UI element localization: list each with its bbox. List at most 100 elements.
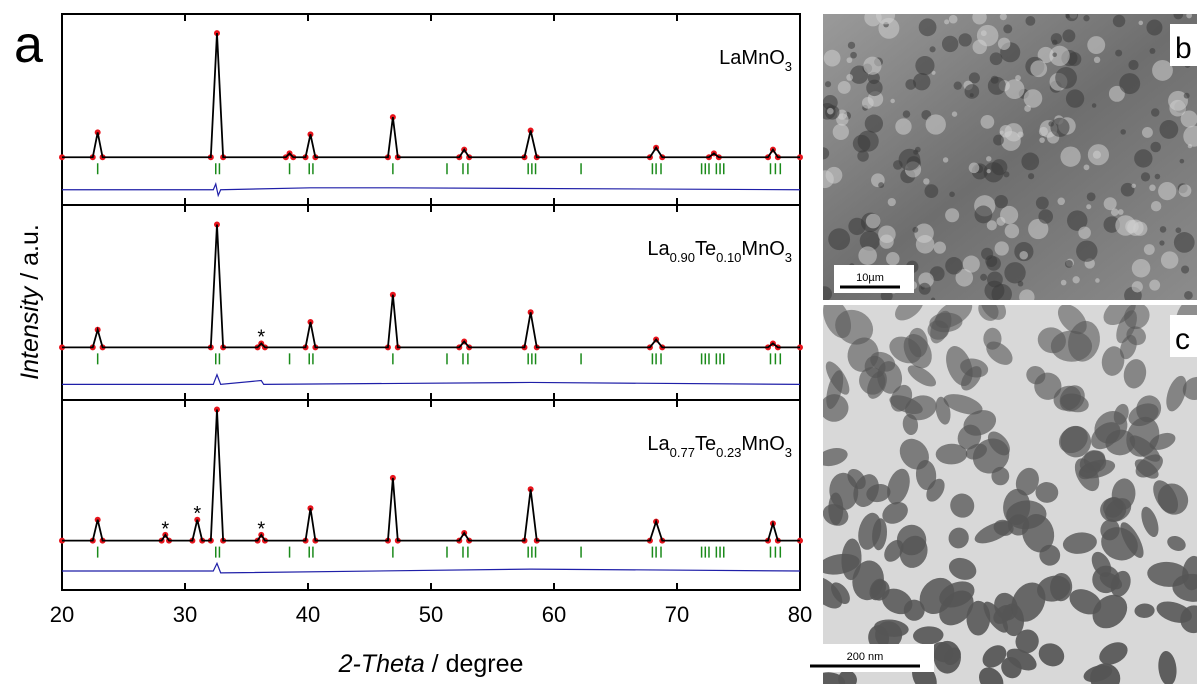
texture [1037, 46, 1054, 64]
particle [902, 414, 919, 435]
particle [1079, 450, 1106, 473]
panel-frame [61, 204, 801, 401]
particle [1059, 385, 1085, 412]
panel-formula: La0.90Te0.10MnO3 [647, 238, 792, 265]
texture [953, 81, 962, 90]
panel-frame [61, 399, 801, 591]
texture [1103, 197, 1117, 211]
particle [835, 309, 874, 345]
texture [1062, 29, 1076, 43]
calculated-curve [62, 224, 800, 349]
texture [1060, 279, 1067, 286]
texture [999, 125, 1013, 138]
texture [1019, 289, 1035, 300]
texture [964, 84, 980, 99]
texture [1115, 49, 1123, 57]
texture [1119, 73, 1141, 95]
texture [1025, 15, 1036, 26]
texture [931, 70, 936, 75]
texture [1078, 226, 1091, 240]
particle [858, 512, 882, 550]
texture [1050, 117, 1070, 137]
texture [850, 51, 857, 59]
texture [823, 147, 830, 160]
texture [895, 118, 912, 135]
texture [990, 75, 999, 84]
texture [985, 255, 998, 268]
particle [1180, 605, 1197, 634]
x-tick-label: 40 [296, 602, 320, 627]
texture [1086, 204, 1092, 210]
texture [863, 56, 882, 75]
texture [915, 55, 935, 76]
particle [1035, 482, 1059, 503]
x-axis-title: 2-Theta / degree [338, 650, 524, 678]
texture [864, 114, 884, 133]
particle [1123, 359, 1147, 389]
texture [1131, 183, 1136, 189]
image-label-bg [1170, 315, 1197, 357]
particle [1034, 372, 1062, 400]
texture [949, 191, 955, 198]
texture [1083, 164, 1090, 171]
formula-part: La [647, 433, 670, 455]
texture [924, 184, 939, 199]
texture [987, 271, 1003, 288]
y-axis-title-part: / a.u. [16, 224, 44, 287]
particle [1182, 555, 1197, 591]
particle [887, 468, 910, 505]
texture [1087, 144, 1110, 166]
particle [965, 443, 987, 460]
particle [823, 672, 846, 684]
particle [899, 438, 929, 470]
formula-part: 3 [785, 445, 792, 460]
particle [907, 365, 937, 387]
texture [878, 182, 885, 189]
texture [878, 225, 896, 244]
texture [1086, 192, 1096, 202]
texture [902, 110, 911, 118]
particle [1141, 506, 1159, 538]
formula-part: La [647, 238, 670, 260]
particle [896, 524, 927, 556]
particle [889, 395, 923, 415]
texture [980, 115, 995, 129]
texture [991, 159, 1008, 176]
texture [1150, 108, 1160, 117]
texture [1120, 129, 1126, 135]
texture [864, 14, 882, 27]
particle [1037, 327, 1066, 354]
texture [915, 235, 935, 254]
x-axis-title-part: 2-Theta [338, 650, 425, 678]
texture [918, 18, 937, 37]
texture [1173, 232, 1195, 253]
particle [1134, 603, 1155, 618]
sem-image [823, 14, 1197, 300]
formula-part: 0.23 [716, 445, 741, 460]
texture [1057, 197, 1065, 206]
texture [968, 72, 980, 84]
texture [1066, 210, 1088, 231]
texture [858, 246, 877, 265]
particle [1069, 589, 1102, 615]
formula-part: MnO [741, 433, 784, 455]
texture [933, 241, 946, 254]
texture [1178, 184, 1192, 197]
particle [1011, 582, 1046, 622]
texture [1065, 14, 1079, 22]
texture [1149, 184, 1156, 192]
texture [1152, 60, 1173, 81]
texture [1083, 15, 1090, 22]
texture [865, 213, 881, 229]
particle [957, 424, 982, 450]
texture [1003, 24, 1013, 34]
texture [980, 273, 988, 281]
texture [941, 35, 959, 53]
texture [1140, 172, 1151, 182]
texture [913, 73, 931, 91]
texture [857, 150, 869, 162]
texture [918, 282, 931, 295]
texture [968, 162, 980, 174]
particle [1134, 459, 1159, 479]
particle [1001, 657, 1022, 679]
